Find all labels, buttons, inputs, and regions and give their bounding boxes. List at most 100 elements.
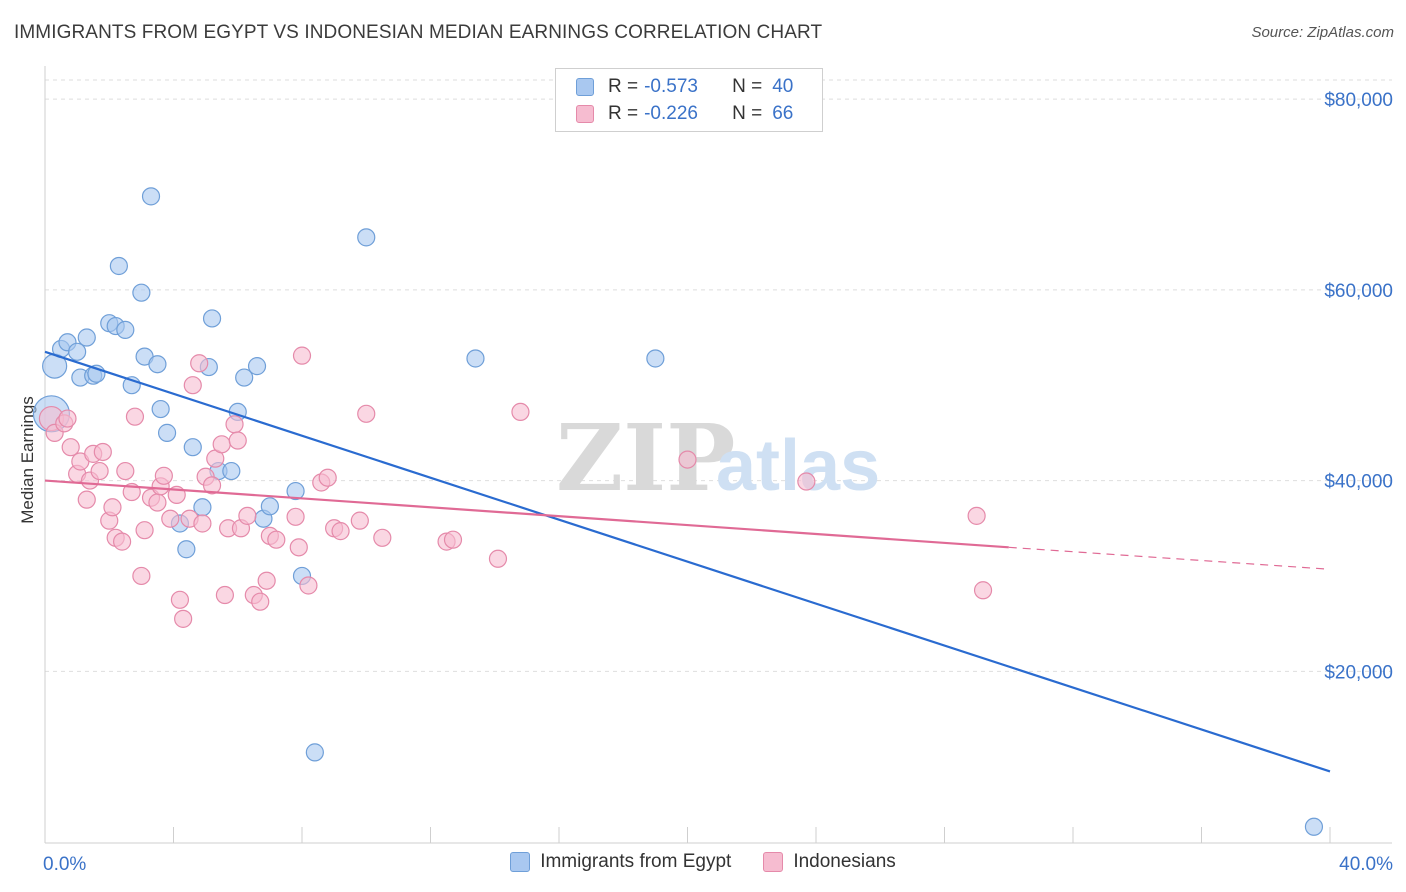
egypt-point xyxy=(177,540,196,559)
indonesian-point xyxy=(170,590,190,609)
indonesian-point xyxy=(228,431,247,450)
legend-label-egypt: Immigrants from Egypt xyxy=(540,851,732,872)
egypt-point xyxy=(141,187,161,206)
indonesian-point xyxy=(678,450,697,469)
indonesians-legend-swatch xyxy=(763,852,784,872)
indonesian-point xyxy=(116,461,135,481)
source-credit: Source: ZipAtlas.com xyxy=(1251,24,1394,41)
r-value-indonesians: -0.226 xyxy=(644,103,698,124)
indonesian-point xyxy=(251,592,270,611)
legend-label-indonesians: Indonesians xyxy=(793,851,896,872)
indonesian-point xyxy=(967,506,986,525)
x-tick-label: 0.0% xyxy=(43,854,86,875)
egypt-point xyxy=(151,399,170,419)
y-tick-label: $40,000 xyxy=(1324,472,1393,493)
indonesian-point xyxy=(112,532,132,551)
indonesian-point xyxy=(103,498,122,517)
indonesian-point xyxy=(61,438,80,457)
indonesian-point xyxy=(331,522,350,541)
indonesian-point xyxy=(193,514,212,533)
indonesian-point xyxy=(161,509,180,528)
y-tick-label: $80,000 xyxy=(1324,90,1393,111)
indonesian-point xyxy=(373,528,392,547)
indonesians-swatch xyxy=(576,105,594,123)
egypt-point xyxy=(183,438,202,457)
r-label: R = xyxy=(608,76,639,97)
indonesian-point xyxy=(357,404,376,423)
indonesian-point xyxy=(135,521,154,540)
egypt-point xyxy=(646,349,665,368)
indonesian-point xyxy=(299,576,318,595)
indonesian-point xyxy=(443,530,463,549)
indonesian-point xyxy=(318,468,337,487)
n-label: N = xyxy=(732,103,763,124)
indonesian-trend-extension xyxy=(1008,546,1331,570)
egypt-point xyxy=(286,481,305,501)
stats-legend: R = -0.573 N = 40 R = -0.226 N = 66 xyxy=(555,68,823,132)
egypt-point xyxy=(148,355,167,374)
egypt-point xyxy=(222,461,241,481)
indonesian-point xyxy=(267,530,286,549)
egypt-point xyxy=(77,328,96,347)
x-tick-label: 40.0% xyxy=(1339,854,1393,875)
series-legend: Immigrants from Egypt Indonesians xyxy=(0,851,1406,873)
indonesian-point xyxy=(797,472,816,491)
indonesian-point xyxy=(286,507,305,526)
indonesian-point xyxy=(225,415,244,434)
legend-item-indonesians[interactable]: Indonesians xyxy=(763,851,896,873)
indonesian-point xyxy=(292,346,312,365)
indonesian-point xyxy=(202,476,222,495)
chart-title: IMMIGRANTS FROM EGYPT VS INDONESIAN MEDI… xyxy=(14,22,823,43)
indonesian-point xyxy=(238,506,257,525)
legend-row-indonesians: R = -0.226 N = 66 xyxy=(576,102,793,126)
indonesian-point xyxy=(125,407,145,426)
indonesian-point xyxy=(58,409,77,428)
indonesian-point xyxy=(154,466,173,485)
n-value-egypt: 40 xyxy=(772,76,794,97)
egypt-point xyxy=(235,368,254,387)
egypt-point xyxy=(305,743,324,762)
egypt-point xyxy=(116,320,135,339)
egypt-point xyxy=(132,283,151,302)
legend-item-egypt[interactable]: Immigrants from Egypt xyxy=(510,851,731,873)
egypt-legend-swatch xyxy=(510,852,531,872)
indonesian-point xyxy=(77,490,96,509)
egypt-point xyxy=(109,256,128,276)
indonesian-point xyxy=(289,538,308,557)
indonesian-point xyxy=(93,442,112,462)
n-value-indonesians: 66 xyxy=(772,103,794,124)
legend-row-egypt: R = -0.573 N = 40 xyxy=(576,75,793,99)
egypt-point xyxy=(157,423,177,442)
egypt-point xyxy=(466,349,485,368)
indonesian-point xyxy=(350,511,369,530)
r-value-egypt: -0.573 xyxy=(644,76,698,97)
indonesian-point xyxy=(190,354,209,373)
indonesian-point xyxy=(174,609,193,628)
egypt-point xyxy=(247,357,267,376)
watermark-atlas: atlas xyxy=(716,426,880,506)
egypt-trend-line xyxy=(44,350,1331,773)
y-tick-label: $60,000 xyxy=(1324,281,1393,302)
indonesian-point xyxy=(973,581,993,600)
egypt-point xyxy=(68,342,87,361)
n-label: N = xyxy=(732,76,763,97)
indonesian-point xyxy=(132,566,151,586)
indonesian-point xyxy=(183,376,202,395)
r-label: R = xyxy=(608,103,639,124)
egypt-point xyxy=(202,309,222,328)
indonesian-point xyxy=(148,493,167,512)
egypt-point xyxy=(357,228,376,247)
indonesian-point xyxy=(212,435,231,454)
egypt-point xyxy=(260,497,279,516)
indonesian-point xyxy=(90,461,109,481)
indonesian-point xyxy=(488,549,508,568)
indonesian-trend-line xyxy=(44,479,1009,549)
egypt-swatch xyxy=(576,78,594,96)
indonesian-point xyxy=(257,571,276,590)
egypt-point xyxy=(1304,817,1324,836)
indonesian-point xyxy=(215,585,234,605)
watermark-zip: ZIP xyxy=(556,404,735,512)
indonesian-point xyxy=(511,402,530,422)
y-tick-label: $20,000 xyxy=(1324,662,1393,683)
